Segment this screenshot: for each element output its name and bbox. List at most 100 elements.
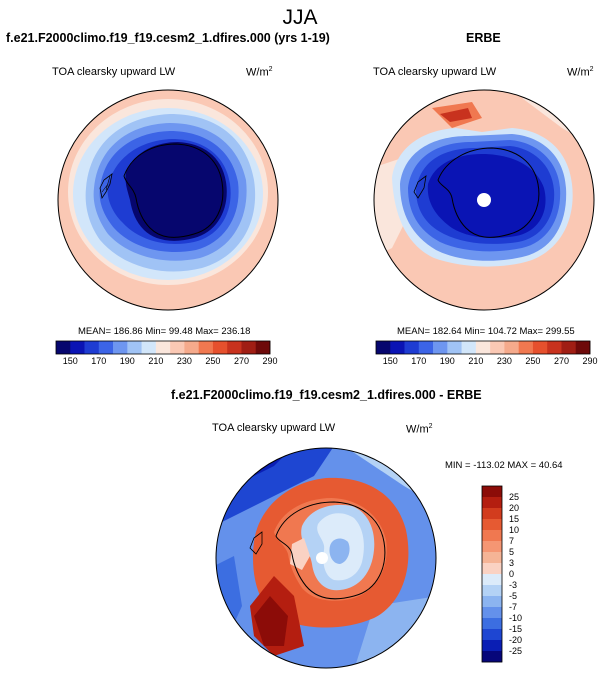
right-colorbar-swatch [404, 341, 420, 354]
diff-colorbar-swatch [482, 541, 502, 553]
diff-variable-label: TOA clearsky upward LW [212, 422, 336, 434]
right-colorbar-swatch [561, 341, 577, 354]
diff-colorbar-swatch [482, 519, 502, 531]
diff-tick: 0 [509, 569, 515, 579]
right-tick: 190 [439, 356, 455, 366]
left-colorbar-swatch [141, 341, 157, 354]
diff-tick: -10 [509, 613, 523, 623]
left-tick: 270 [233, 356, 250, 366]
diff-units-label: W/m2 [406, 423, 433, 436]
diff-colorbar [481, 485, 503, 663]
left-colorbar-swatch [155, 341, 171, 354]
diff-tick: 25 [509, 492, 520, 502]
diff-colorbar-swatch [482, 618, 502, 630]
diff-colorbar-ticks: 25 20 15 10 7 5 3 0 -3 -5 -7 -10 -15 -20… [509, 486, 539, 662]
left-colorbar-swatch [113, 341, 128, 354]
right-tick: 270 [553, 356, 570, 366]
right-colorbar-swatch [547, 341, 562, 354]
right-tick: 210 [468, 356, 484, 366]
left-tick: 290 [262, 356, 278, 366]
left-colorbar-swatch [212, 341, 228, 354]
diff-colorbar-swatch [482, 640, 502, 652]
diff-tick: -20 [509, 635, 523, 645]
left-tick: 170 [91, 356, 107, 366]
right-tick: 170 [411, 356, 427, 366]
right-colorbar-swatch [518, 341, 534, 354]
right-tick: 290 [582, 356, 598, 366]
diff-tick: 7 [509, 536, 515, 546]
diff-tick: 15 [509, 514, 520, 524]
diff-colorbar-swatch [482, 486, 502, 498]
left-panel-title: f.e21.F2000climo.f19_f19.cesm2_1.dfires.… [6, 31, 330, 45]
left-map-contour-150 [125, 142, 227, 241]
left-units-label: W/m2 [246, 66, 273, 79]
left-colorbar-swatch [241, 341, 257, 354]
right-units-label: W/m2 [567, 66, 594, 79]
diff-tick: 5 [509, 547, 515, 557]
right-colorbar [375, 340, 591, 355]
diff-panel-title: f.e21.F2000climo.f19_f19.cesm2_1.dfires.… [171, 388, 482, 402]
right-variable-label: TOA clearsky upward LW [373, 66, 497, 78]
left-colorbar-swatch [70, 341, 85, 354]
right-polar-map [373, 89, 595, 311]
diff-stats: MIN = -113.02 MAX = 40.64 [445, 460, 563, 471]
right-tick: 250 [525, 356, 541, 366]
diff-tick: -7 [509, 602, 518, 612]
diff-colorbar-swatch [482, 530, 502, 542]
left-polar-map [57, 89, 279, 311]
left-tick: 150 [62, 356, 78, 366]
diff-tick: -15 [509, 624, 523, 634]
diff-tick: 3 [509, 558, 515, 568]
right-colorbar-swatch [461, 341, 477, 354]
diff-colorbar-swatch [482, 585, 502, 597]
left-tick: 250 [205, 356, 221, 366]
right-panel-title: ERBE [466, 31, 501, 45]
right-map-coastline [437, 147, 540, 238]
left-colorbar-swatch [184, 341, 199, 354]
left-tick: 230 [176, 356, 192, 366]
diff-map-pole-hole [316, 552, 328, 564]
right-colorbar-swatch [575, 341, 591, 354]
diff-colorbar-swatch [482, 607, 502, 619]
left-stats: MEAN= 186.86 Min= 99.48 Max= 236.18 [78, 326, 251, 337]
right-colorbar-swatch [390, 341, 405, 354]
left-colorbar-swatch [84, 341, 100, 354]
diff-colorbar-swatch [482, 651, 502, 663]
left-colorbar-swatch [98, 341, 114, 354]
diff-tick: -3 [509, 580, 518, 590]
right-colorbar-swatch [376, 341, 391, 354]
left-colorbar-ticks: 150 170 190 210 230 250 270 290 [56, 356, 278, 368]
left-colorbar-swatch [227, 341, 242, 354]
diff-tick: -25 [509, 646, 523, 656]
right-colorbar-swatch [504, 341, 519, 354]
left-colorbar-swatch [56, 341, 71, 354]
left-tick: 210 [148, 356, 164, 366]
diff-colorbar-swatch [482, 563, 502, 575]
diff-colorbar-swatch [482, 497, 502, 509]
left-tick: 190 [119, 356, 135, 366]
diff-colorbar-swatch [482, 629, 502, 641]
left-colorbar [55, 340, 271, 355]
diff-colorbar-swatch [482, 552, 502, 564]
left-colorbar-swatch [255, 341, 271, 354]
right-colorbar-swatch [433, 341, 448, 354]
diff-tick: 10 [509, 525, 520, 535]
right-colorbar-swatch [532, 341, 548, 354]
left-map-coastline [123, 143, 224, 238]
right-stats: MEAN= 182.64 Min= 104.72 Max= 299.55 [397, 326, 575, 337]
diff-tick: -5 [509, 591, 518, 601]
right-colorbar-swatch [418, 341, 434, 354]
diff-map-coastline [275, 501, 386, 600]
left-variable-label: TOA clearsky upward LW [52, 66, 176, 78]
diff-polar-map [215, 447, 437, 669]
diff-colorbar-swatch [482, 596, 502, 608]
right-colorbar-ticks: 150 170 190 210 230 250 270 290 [376, 356, 598, 368]
diff-colorbar-swatch [482, 508, 502, 520]
diff-colorbar-swatch [482, 574, 502, 586]
right-colorbar-swatch [447, 341, 462, 354]
right-colorbar-swatch [490, 341, 505, 354]
right-tick: 230 [496, 356, 512, 366]
right-colorbar-swatch [475, 341, 491, 354]
figure-title: JJA [282, 6, 318, 29]
right-map-pole-hole [477, 193, 491, 207]
